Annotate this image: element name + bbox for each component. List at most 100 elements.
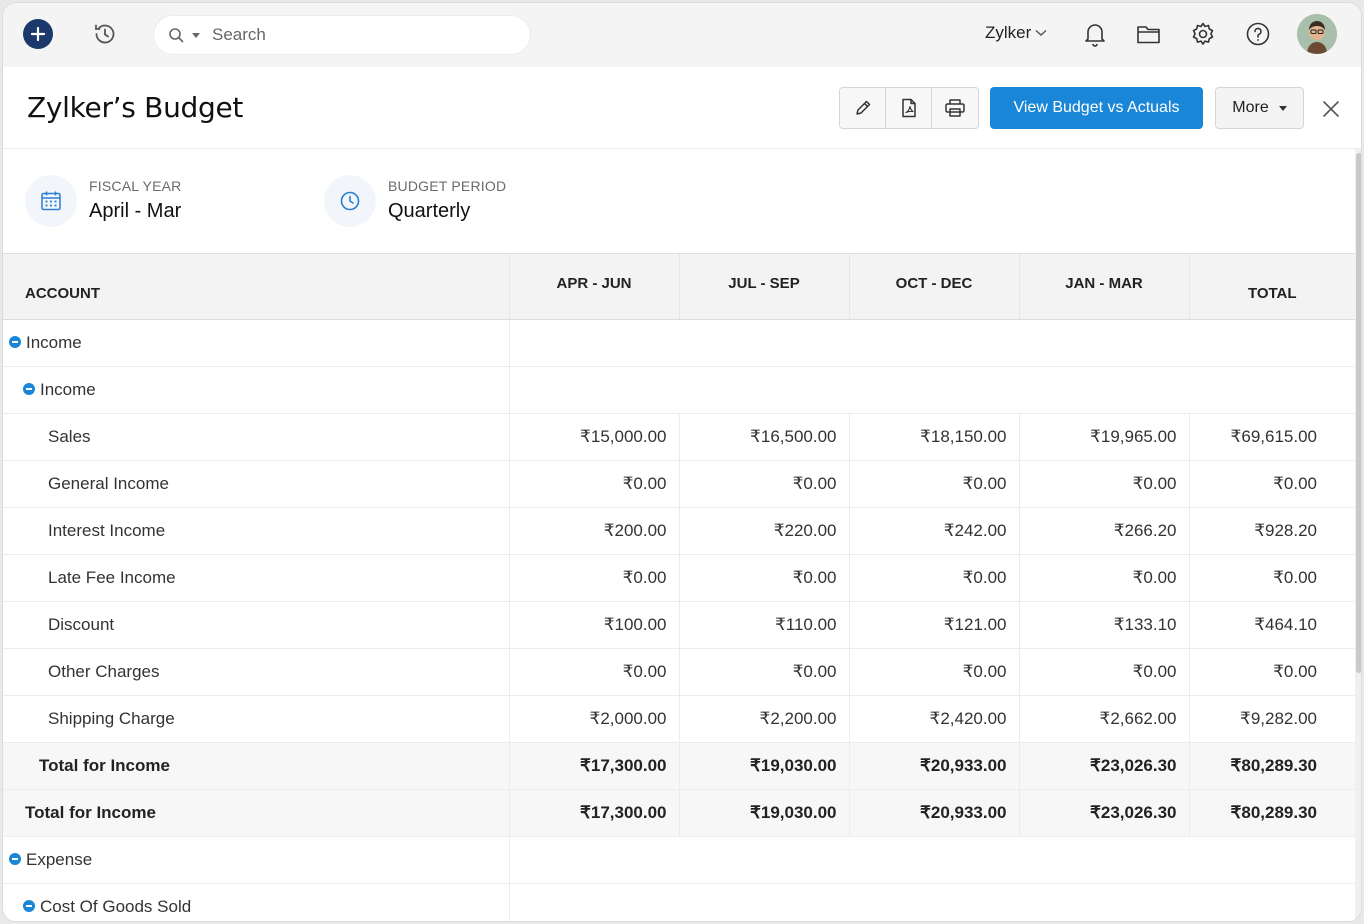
account-cell: Sales [3, 413, 509, 461]
amount-cell: ₹0.00 [508, 460, 679, 508]
table-row: Other Charges ₹0.00 ₹0.00 ₹0.00 ₹0.00 ₹0.00 [3, 648, 1355, 696]
account-cell: Late Fee Income [3, 554, 509, 602]
account-name[interactable]: Sales [48, 427, 91, 446]
history-icon[interactable] [91, 20, 119, 48]
account-name[interactable]: Interest Income [48, 521, 166, 540]
amount-cell: ₹23,026.30 [1018, 789, 1189, 837]
account-name[interactable]: General Income [48, 474, 169, 493]
table-row: Discount ₹100.00 ₹110.00 ₹121.00 ₹133.10 ₹464… [3, 601, 1355, 649]
bell-icon[interactable] [1080, 19, 1110, 49]
amount-cell: ₹133.10 [1018, 601, 1189, 649]
column-header-account: ACCOUNT [3, 253, 509, 320]
total-cell: ₹0.00 [1188, 460, 1355, 508]
amount-cell: ₹2,662.00 [1018, 695, 1189, 743]
table-body: Income Income Sales ₹15,000.00 ₹16,500.00 ₹18… [3, 319, 1355, 921]
amount-cell: ₹2,200.00 [678, 695, 849, 743]
account-name[interactable]: Discount [48, 615, 115, 634]
amount-cell: ₹0.00 [1018, 554, 1189, 602]
account-cell: Shipping Charge [3, 695, 509, 743]
collapse-icon[interactable] [9, 336, 21, 349]
amount-cell: ₹19,965.00 [1018, 413, 1189, 461]
collapse-icon[interactable] [9, 853, 21, 866]
amount-cell: ₹0.00 [678, 554, 849, 602]
amount-cell: ₹220.00 [678, 507, 849, 555]
pdf-icon[interactable] [886, 88, 932, 128]
account-cell: Income [3, 319, 509, 367]
amount-cell: ₹266.20 [1018, 507, 1189, 555]
total-cell: ₹69,615.00 [1188, 413, 1355, 461]
budget-period-block: BUDGET PERIOD Quarterly [324, 175, 506, 227]
amount-cell: ₹0.00 [1018, 460, 1189, 508]
amount-cell: ₹242.00 [848, 507, 1019, 555]
group-row[interactable]: Income [3, 366, 1355, 414]
avatar[interactable] [1297, 14, 1337, 54]
amount-cell: ₹17,300.00 [508, 742, 679, 790]
fiscal-year-block: FISCAL YEAR April - Mar [25, 175, 181, 227]
total-cell: ₹464.10 [1188, 601, 1355, 649]
empty-cell [508, 366, 1355, 414]
group-row[interactable]: Cost Of Goods Sold [3, 883, 1355, 921]
column-header-jan-mar: JAN - MAR [1018, 253, 1189, 320]
amount-cell: ₹0.00 [508, 554, 679, 602]
amount-cell: ₹200.00 [508, 507, 679, 555]
gear-icon[interactable] [1188, 19, 1218, 49]
amount-cell: ₹0.00 [848, 460, 1019, 508]
group-row[interactable]: Income [3, 319, 1355, 367]
group-row[interactable]: Expense [3, 836, 1355, 884]
total-cell: ₹9,282.00 [1188, 695, 1355, 743]
amount-cell: ₹0.00 [1018, 648, 1189, 696]
search-bar[interactable] [153, 15, 531, 55]
column-header-total: TOTAL [1188, 253, 1355, 320]
budget-table-container: ACCOUNT APR - JUN JUL - SEP OCT - DEC JA… [3, 253, 1355, 921]
account-cell: Interest Income [3, 507, 509, 555]
budget-period-label: BUDGET PERIOD [388, 178, 507, 194]
account-name[interactable]: Other Charges [48, 662, 160, 681]
print-icon[interactable] [932, 88, 978, 128]
budget-info: FISCAL YEAR April - Mar BUDGET PERIOD Qu… [3, 149, 1361, 253]
amount-cell: ₹23,026.30 [1018, 742, 1189, 790]
page-title: Zylker’s Budget [27, 91, 244, 124]
amount-cell: ₹0.00 [678, 648, 849, 696]
page-header: Zylker’s Budget View Budget vs Actuals M… [3, 67, 1361, 149]
scrollbar-thumb[interactable] [1356, 153, 1361, 673]
org-switcher[interactable]: Zylker [985, 23, 1047, 43]
close-icon[interactable] [1319, 97, 1343, 121]
scrollbar[interactable] [1355, 149, 1361, 921]
amount-cell: ₹0.00 [848, 554, 1019, 602]
amount-cell: ₹0.00 [848, 648, 1019, 696]
search-filter-dropdown-icon[interactable] [192, 32, 200, 38]
account-name: Total for Income [39, 756, 170, 775]
chevron-down-icon [1035, 29, 1047, 36]
empty-cell [508, 319, 1355, 367]
fiscal-year-label: FISCAL YEAR [89, 178, 182, 194]
folder-icon[interactable] [1134, 19, 1164, 49]
account-name: Total for Income [25, 803, 156, 822]
collapse-icon[interactable] [23, 900, 35, 913]
amount-cell: ₹19,030.00 [678, 742, 849, 790]
account-name: Expense [26, 850, 93, 869]
plus-icon[interactable] [23, 19, 53, 49]
collapse-icon[interactable] [23, 383, 35, 396]
view-budget-vs-actuals-button[interactable]: View Budget vs Actuals [990, 87, 1203, 129]
account-cell: Total for Income [3, 742, 509, 790]
more-button[interactable]: More [1215, 87, 1304, 129]
total-cell: ₹928.20 [1188, 507, 1355, 555]
table-header-row: ACCOUNT APR - JUN JUL - SEP OCT - DEC JA… [3, 253, 1355, 320]
column-header-jul-sep: JUL - SEP [678, 253, 849, 320]
account-cell: General Income [3, 460, 509, 508]
calendar-icon [25, 175, 77, 227]
account-cell: Total for Income [3, 789, 509, 837]
amount-cell: ₹0.00 [508, 648, 679, 696]
fiscal-year-value: April - Mar [89, 200, 182, 222]
account-name[interactable]: Late Fee Income [48, 568, 176, 587]
amount-cell: ₹15,000.00 [508, 413, 679, 461]
table-row: Late Fee Income ₹0.00 ₹0.00 ₹0.00 ₹0.00 ₹0.00 [3, 554, 1355, 602]
org-name: Zylker [985, 23, 1032, 42]
amount-cell: ₹2,420.00 [848, 695, 1019, 743]
edit-icon[interactable] [840, 88, 886, 128]
account-name[interactable]: Shipping Charge [48, 709, 175, 728]
help-icon[interactable] [1243, 19, 1273, 49]
search-input[interactable] [212, 25, 492, 45]
account-cell: Cost Of Goods Sold [3, 883, 509, 921]
